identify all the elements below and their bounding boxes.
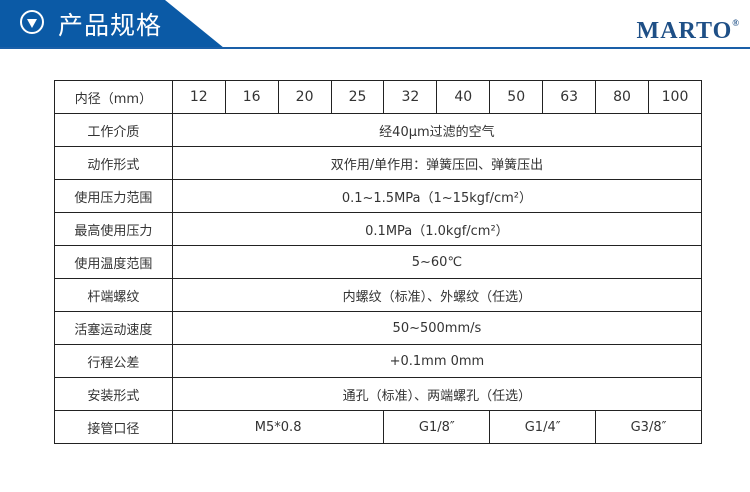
row-value: 经40μm过滤的空气 xyxy=(171,113,703,147)
bore-size-cell: 20 xyxy=(277,80,332,114)
row-label: 接管口径 xyxy=(54,410,173,444)
table-row: 行程公差 +0.1mm 0mm xyxy=(54,344,703,378)
port-size-cell: M5*0.8 xyxy=(171,410,385,444)
bore-size-cell: 40 xyxy=(436,80,491,114)
logo-text: MARTO xyxy=(636,18,733,44)
bore-size-cell: 50 xyxy=(489,80,544,114)
row-label: 使用压力范围 xyxy=(54,179,173,213)
row-label: 安装形式 xyxy=(54,377,173,411)
table-header-row: 内径（mm） 12 16 20 25 32 40 50 63 80 100 xyxy=(54,80,703,114)
row-label: 使用温度范围 xyxy=(54,245,173,279)
bore-size-cell: 80 xyxy=(595,80,649,114)
table-row: 安装形式 通孔（标准）、两端螺孔（任选） xyxy=(54,377,703,411)
brand-logo: MARTO® xyxy=(637,18,740,45)
port-size-cell: G1/8″ xyxy=(383,410,491,444)
table-row: 接管口径 M5*0.8 G1/8″ G1/4″ G3/8″ xyxy=(54,410,702,444)
port-size-cell: G3/8″ xyxy=(595,410,702,444)
row-label: 行程公差 xyxy=(54,344,173,378)
table-row: 工作介质 经40μm过滤的空气 xyxy=(54,113,703,147)
table-row: 最高使用压力 0.1MPa（1.0kgf/cm²） xyxy=(54,212,703,246)
row-label: 内径（mm） xyxy=(54,80,173,114)
row-label: 动作形式 xyxy=(54,146,173,180)
row-value: 通孔（标准）、两端螺孔（任选） xyxy=(171,377,703,411)
table-row: 活塞运动速度 50~500mm/s xyxy=(54,311,703,345)
bore-size-cell: 16 xyxy=(224,80,279,114)
bore-size-cell: 12 xyxy=(171,80,226,114)
table-row: 使用压力范围 0.1~1.5MPa（1~15kgf/cm²） xyxy=(54,179,703,213)
header-divider xyxy=(0,47,750,49)
bore-size-cell: 100 xyxy=(647,80,703,114)
bore-size-cell: 32 xyxy=(383,80,438,114)
down-triangle-circle-icon xyxy=(20,10,44,34)
header-banner: 产品规格 MARTO® xyxy=(0,0,750,49)
table-row: 杆端螺纹 内螺纹（标准）、外螺纹（任选） xyxy=(54,278,703,312)
row-value: 内螺纹（标准）、外螺纹（任选） xyxy=(171,278,703,312)
row-value: 5~60℃ xyxy=(171,245,703,279)
row-value: +0.1mm 0mm xyxy=(171,344,703,378)
port-size-cell: G1/4″ xyxy=(489,410,597,444)
row-label: 活塞运动速度 xyxy=(54,311,173,345)
page-title: 产品规格 xyxy=(58,11,163,40)
row-value: 双作用/单作用：弹簧压回、弹簧压出 xyxy=(171,146,703,180)
bore-size-cell: 25 xyxy=(330,80,385,114)
row-value: 0.1MPa（1.0kgf/cm²） xyxy=(171,212,703,246)
table-row: 使用温度范围 5~60℃ xyxy=(54,245,703,279)
row-label: 最高使用压力 xyxy=(54,212,173,246)
registered-mark: ® xyxy=(732,18,740,28)
row-value: 50~500mm/s xyxy=(171,311,703,345)
bore-size-cell: 63 xyxy=(542,80,597,114)
table-row: 动作形式 双作用/单作用：弹簧压回、弹簧压出 xyxy=(54,146,703,180)
row-label: 工作介质 xyxy=(54,113,173,147)
spec-table: 内径（mm） 12 16 20 25 32 40 50 63 80 100 工作介质 经40μm过滤的空… xyxy=(54,80,703,444)
row-value: 0.1~1.5MPa（1~15kgf/cm²） xyxy=(171,179,703,213)
row-label: 杆端螺纹 xyxy=(54,278,173,312)
